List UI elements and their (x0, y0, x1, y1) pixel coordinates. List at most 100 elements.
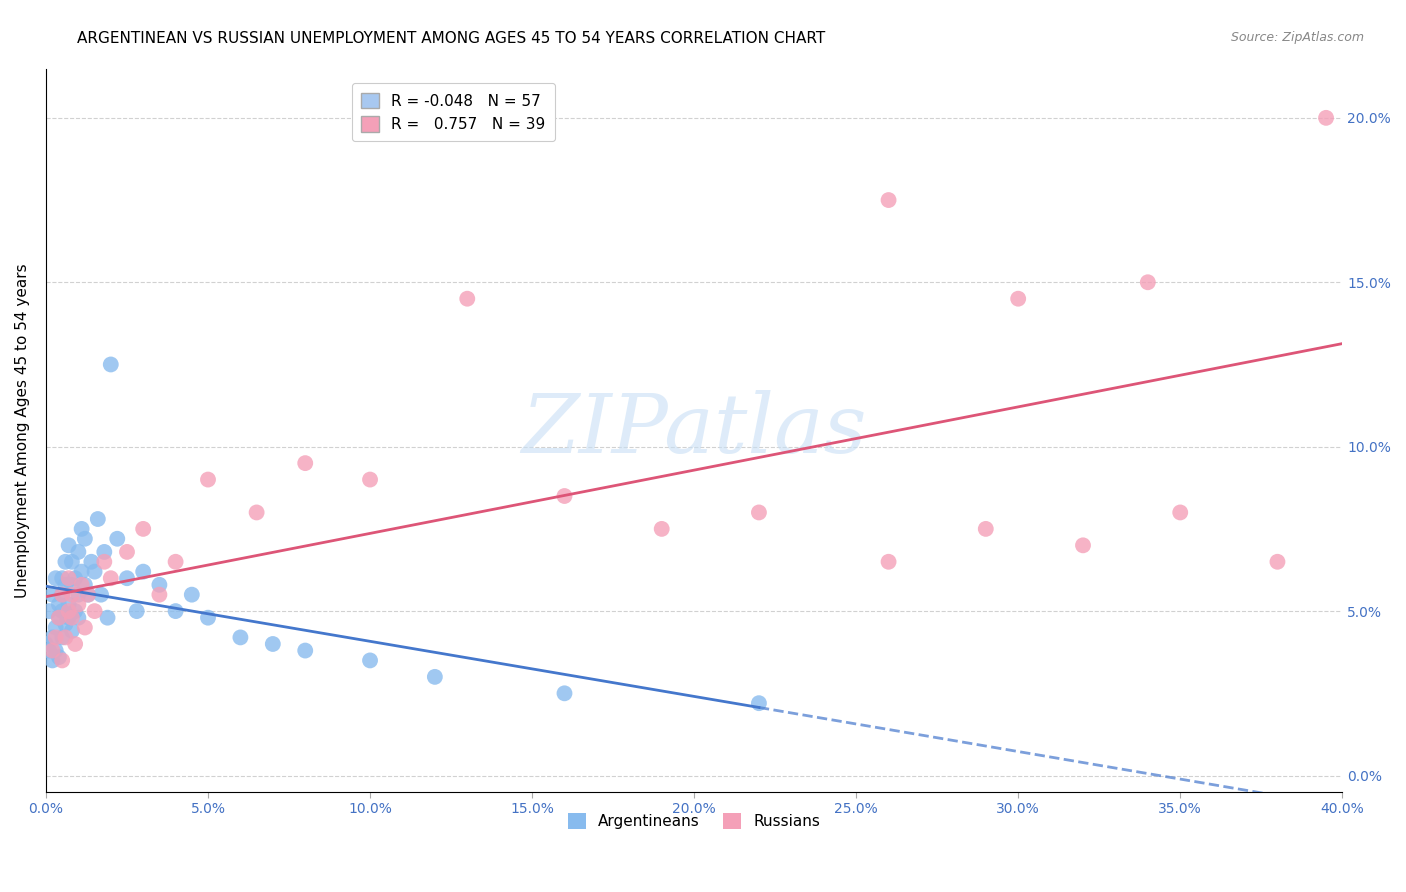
Point (80, 555, 103, 569)
Point (93, 555, 115, 569)
Point (45, 621, 67, 635)
Point (70, 578, 93, 592)
Point (48, 610, 70, 624)
Point (41, 643, 63, 657)
Y-axis label: Unemployment Among Ages 45 to 54 years: Unemployment Among Ages 45 to 54 years (15, 263, 30, 598)
Point (67, 610, 90, 624)
Point (51, 631, 73, 645)
Point (38, 604, 60, 618)
Point (294, 456, 316, 470)
Point (83, 565, 105, 579)
Point (197, 473, 219, 487)
Point (180, 588, 202, 602)
Point (877, 555, 900, 569)
Point (651, 522, 673, 536)
Point (456, 292, 478, 306)
Point (77, 588, 100, 602)
Point (48, 650, 70, 665)
Point (51, 588, 73, 602)
Point (1315, 111, 1337, 125)
Point (100, 358, 122, 372)
Point (55, 555, 77, 569)
Point (63, 604, 86, 618)
Point (67, 598, 90, 612)
Point (1136, 275, 1159, 289)
Point (87, 512, 110, 526)
Point (63, 571, 86, 585)
Point (359, 473, 381, 487)
Point (748, 696, 770, 710)
Point (262, 637, 284, 651)
Point (115, 545, 138, 559)
Point (423, 670, 446, 684)
Point (51, 571, 73, 585)
Point (100, 571, 122, 585)
Point (55, 631, 77, 645)
Point (229, 631, 252, 645)
Point (132, 522, 155, 536)
Point (73, 578, 96, 592)
Point (877, 193, 900, 207)
Point (1267, 555, 1289, 569)
Point (96, 610, 118, 624)
Point (58, 571, 80, 585)
Point (58, 610, 80, 624)
Text: ARGENTINEAN VS RUSSIAN UNEMPLOYMENT AMONG AGES 45 TO 54 YEARS CORRELATION CHART: ARGENTINEAN VS RUSSIAN UNEMPLOYMENT AMON… (77, 31, 825, 46)
Point (1168, 505, 1191, 519)
Point (165, 555, 187, 569)
Text: Source: ZipAtlas.com: Source: ZipAtlas.com (1230, 31, 1364, 45)
Point (105, 532, 128, 546)
Legend: Argentineans, Russians: Argentineans, Russians (561, 806, 827, 835)
Point (67, 588, 90, 602)
Point (55, 578, 77, 592)
Point (35, 637, 58, 651)
Point (48, 598, 70, 612)
Point (125, 604, 148, 618)
Text: ZIPatlas: ZIPatlas (522, 390, 868, 470)
Point (63, 637, 86, 651)
Point (41, 631, 63, 645)
Point (70, 565, 93, 579)
Point (294, 643, 316, 657)
Point (60, 578, 83, 592)
Point (58, 604, 80, 618)
Point (70, 522, 93, 536)
Point (1007, 292, 1029, 306)
Point (41, 588, 63, 602)
Point (73, 532, 96, 546)
Point (148, 588, 170, 602)
Point (51, 653, 73, 667)
Point (58, 538, 80, 552)
Point (93, 545, 115, 559)
Point (974, 522, 997, 536)
Point (132, 565, 155, 579)
Point (83, 604, 105, 618)
Point (45, 631, 67, 645)
Point (148, 578, 170, 592)
Point (553, 489, 575, 503)
Point (359, 653, 381, 667)
Point (55, 617, 77, 632)
Point (553, 686, 575, 700)
Point (60, 588, 83, 602)
Point (115, 571, 138, 585)
Point (1071, 538, 1094, 552)
Point (45, 571, 67, 585)
Point (51, 604, 73, 618)
Point (67, 545, 90, 559)
Point (165, 604, 187, 618)
Point (38, 643, 60, 657)
Point (73, 621, 96, 635)
Point (748, 505, 770, 519)
Point (41, 653, 63, 667)
Point (45, 643, 67, 657)
Point (90, 588, 112, 602)
Point (51, 588, 73, 602)
Point (58, 598, 80, 612)
Point (48, 610, 70, 624)
Point (60, 555, 83, 569)
Point (60, 610, 83, 624)
Point (77, 588, 100, 602)
Point (246, 505, 269, 519)
Point (60, 624, 83, 638)
